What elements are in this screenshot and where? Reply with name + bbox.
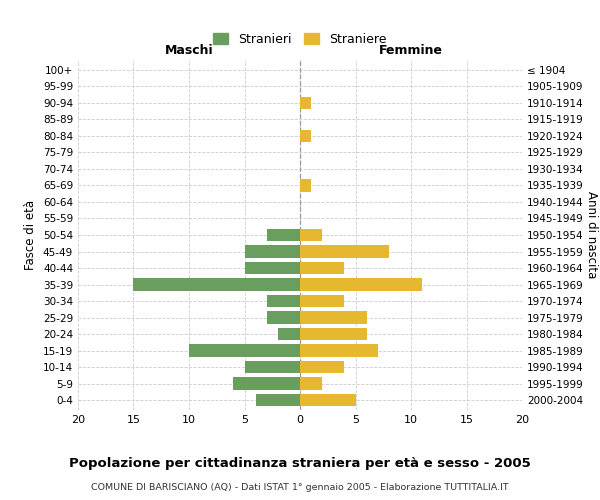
Text: Popolazione per cittadinanza straniera per età e sesso - 2005: Popolazione per cittadinanza straniera p… [69, 458, 531, 470]
Bar [189, 344, 300, 357]
Bar [300, 262, 344, 274]
Bar [300, 295, 344, 307]
Bar [300, 229, 322, 241]
Bar [300, 278, 422, 290]
Text: COMUNE DI BARISCIANO (AQ) - Dati ISTAT 1° gennaio 2005 - Elaborazione TUTTITALIA: COMUNE DI BARISCIANO (AQ) - Dati ISTAT 1… [91, 482, 509, 492]
Bar [266, 312, 300, 324]
Y-axis label: Anni di nascita: Anni di nascita [584, 192, 598, 278]
Text: Maschi: Maschi [164, 44, 214, 57]
Bar [245, 246, 300, 258]
Bar [300, 344, 378, 357]
Bar [266, 295, 300, 307]
Bar [256, 394, 300, 406]
Bar [245, 262, 300, 274]
Bar [266, 229, 300, 241]
Bar [300, 378, 322, 390]
Bar [300, 361, 344, 374]
Bar [300, 96, 311, 109]
Text: Femmine: Femmine [379, 44, 443, 57]
Bar [233, 378, 300, 390]
Bar [300, 328, 367, 340]
Bar [278, 328, 300, 340]
Bar [300, 394, 355, 406]
Bar [300, 130, 311, 142]
Bar [300, 246, 389, 258]
Bar [300, 312, 367, 324]
Y-axis label: Fasce di età: Fasce di età [25, 200, 37, 270]
Bar [133, 278, 300, 290]
Bar [300, 180, 311, 192]
Bar [245, 361, 300, 374]
Legend: Stranieri, Straniere: Stranieri, Straniere [208, 28, 392, 50]
